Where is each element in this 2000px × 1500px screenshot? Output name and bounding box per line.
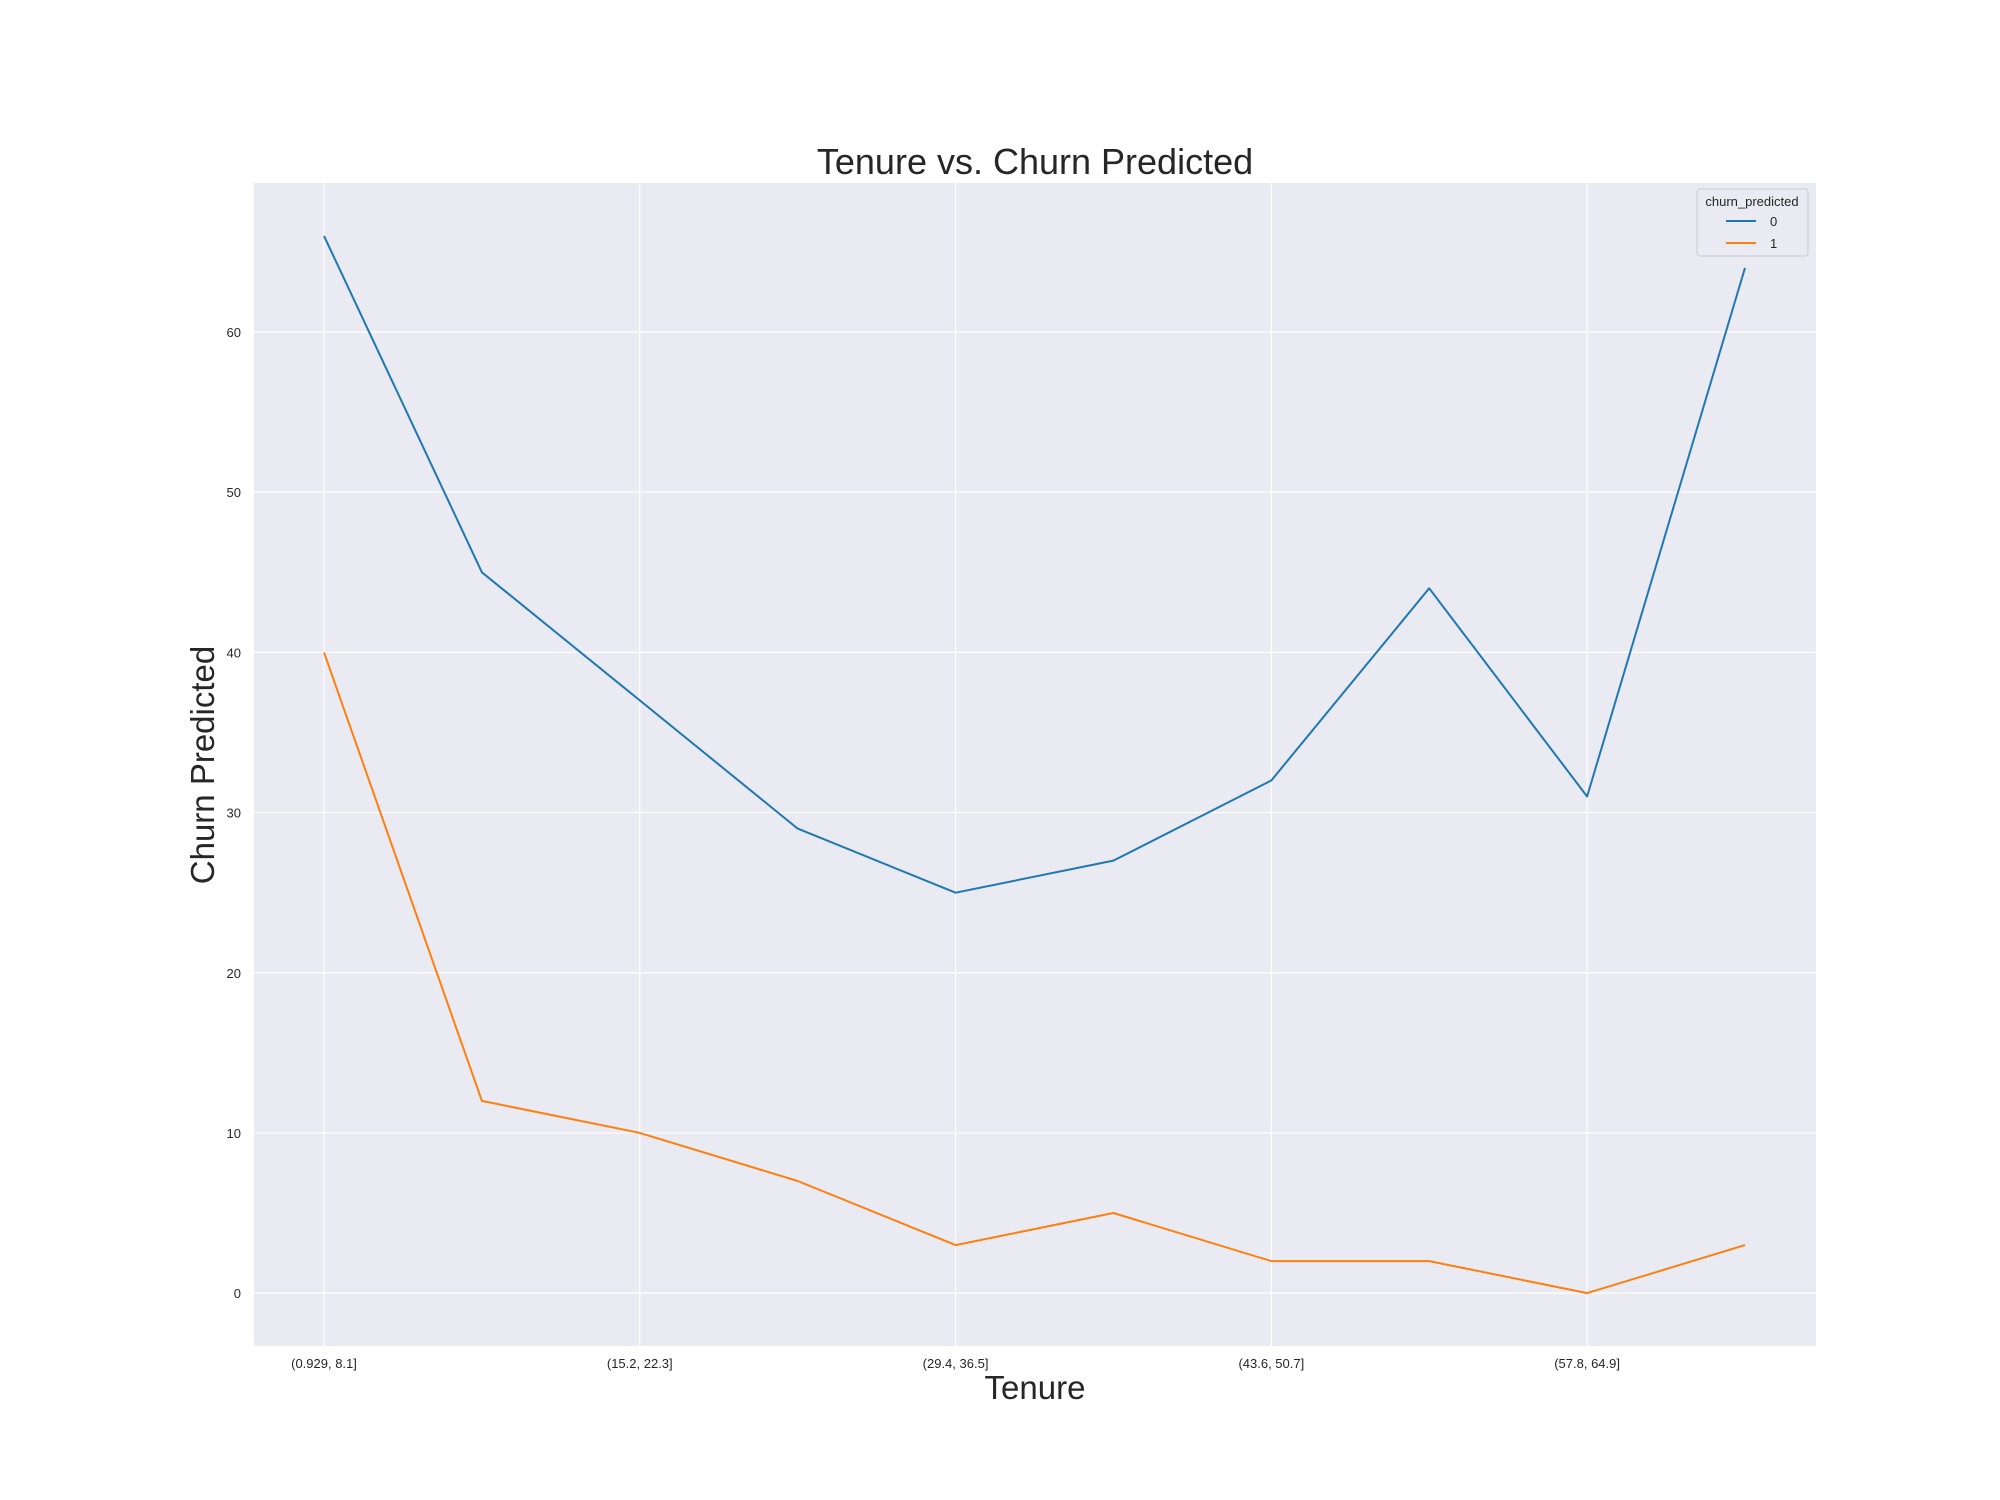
legend-box: [1696, 188, 1809, 257]
y-tick-label: 0: [234, 1286, 241, 1301]
plot-background: [254, 183, 1816, 1346]
x-tick-label: (15.2, 22.3]: [607, 1356, 673, 1371]
x-tick-label: (29.4, 36.5]: [923, 1356, 989, 1371]
y-tick-label: 40: [227, 645, 241, 660]
legend-label-0: 0: [1770, 214, 1777, 229]
y-tick-label: 30: [227, 806, 241, 821]
series-layer: [323, 235, 1746, 1295]
x-tick-label: (57.8, 64.9]: [1554, 1356, 1620, 1371]
x-tick-label: (0.929, 8.1]: [291, 1356, 357, 1371]
y-tick-label: 10: [227, 1126, 241, 1141]
chart-title: Tenure vs. Churn Predicted: [817, 141, 1253, 182]
y-tick-labels: 0 10 20 30 40 50 60: [227, 325, 241, 1301]
legend-title: churn_predicted: [1705, 194, 1798, 209]
x-axis-label: Tenure: [985, 1369, 1086, 1406]
y-tick-label: 20: [227, 966, 241, 981]
y-gridlines: [254, 331, 1816, 1294]
series-line-1: [323, 652, 1746, 1295]
y-tick-label: 50: [227, 485, 241, 500]
y-tick-label: 60: [227, 325, 241, 340]
series-line-0: [323, 235, 1746, 894]
y-axis-label: Churn Predicted: [184, 646, 221, 884]
legend: churn_predicted 0 1: [1696, 188, 1809, 257]
legend-label-1: 1: [1770, 236, 1777, 251]
x-tick-labels: (0.929, 8.1] (15.2, 22.3] (29.4, 36.5] (43.…: [291, 1356, 1620, 1371]
x-gridlines: [323, 183, 1588, 1346]
x-tick-label: (43.6, 50.7]: [1238, 1356, 1304, 1371]
